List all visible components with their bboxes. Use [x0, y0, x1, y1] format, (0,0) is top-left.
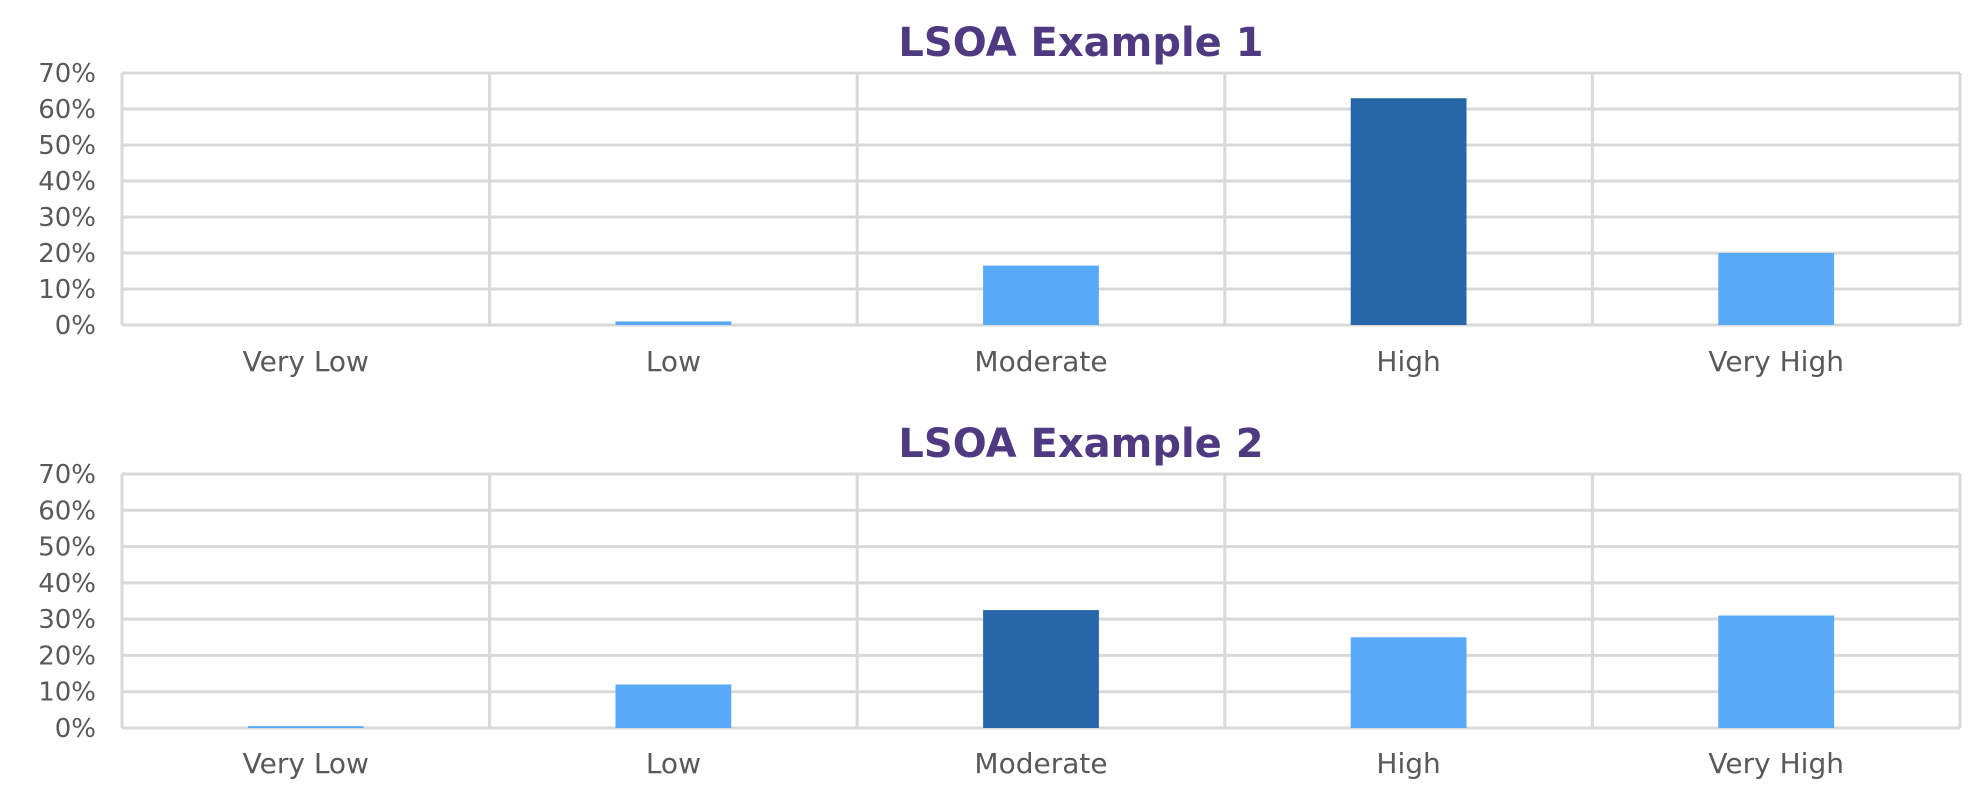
y-tick-label: 60%: [38, 496, 96, 526]
chart-2: LSOA Example 2 0% 10% 20% 30% 40% 50% 60% 70% Ver…: [38, 421, 1962, 780]
y-tick-label: 20%: [38, 641, 96, 671]
y-tick-label: 70%: [38, 59, 96, 89]
chart-title: LSOA Example 2: [898, 421, 1263, 467]
x-tick-label: High: [1376, 747, 1440, 780]
y-tick-label: 30%: [38, 605, 96, 635]
bar-very-high: [1718, 615, 1835, 728]
y-tick-label: 60%: [38, 95, 96, 125]
y-tick-label: 10%: [38, 275, 96, 305]
bar-very-low: [247, 726, 364, 728]
chart-1: LSOA Example 1 0% 10% 20% 30% 40% 50% 60% 70% Ver…: [38, 20, 1962, 378]
bar-moderate: [983, 610, 1099, 728]
x-tick-label: Very High: [1708, 747, 1844, 780]
y-tick-label: 10%: [38, 678, 96, 708]
chart-title: LSOA Example 1: [898, 20, 1263, 66]
y-tick-label: 20%: [38, 239, 96, 269]
y-tick-label: 0%: [55, 714, 96, 744]
x-tick-label: Very Low: [243, 747, 369, 780]
y-tick-label: 40%: [38, 167, 96, 197]
y-tick-label: 30%: [38, 203, 96, 233]
bar-moderate: [983, 265, 1099, 325]
bar-high: [1350, 637, 1467, 728]
bar-low: [615, 684, 732, 728]
y-tick-label: 40%: [38, 569, 96, 599]
x-tick-label: Low: [646, 345, 701, 378]
y-tick-label: 50%: [38, 533, 96, 563]
x-tick-label: High: [1376, 345, 1440, 378]
x-tick-label: Low: [646, 747, 701, 780]
y-tick-label: 50%: [38, 131, 96, 161]
bar-very-high: [1718, 253, 1835, 325]
y-tick-label: 0%: [55, 311, 96, 341]
x-tick-label: Very High: [1708, 345, 1844, 378]
y-tick-label: 70%: [38, 460, 96, 490]
bar-low: [615, 321, 732, 325]
x-tick-label: Moderate: [974, 345, 1107, 378]
x-tick-label: Moderate: [974, 747, 1107, 780]
x-tick-label: Very Low: [243, 345, 369, 378]
bar-high: [1350, 98, 1467, 325]
